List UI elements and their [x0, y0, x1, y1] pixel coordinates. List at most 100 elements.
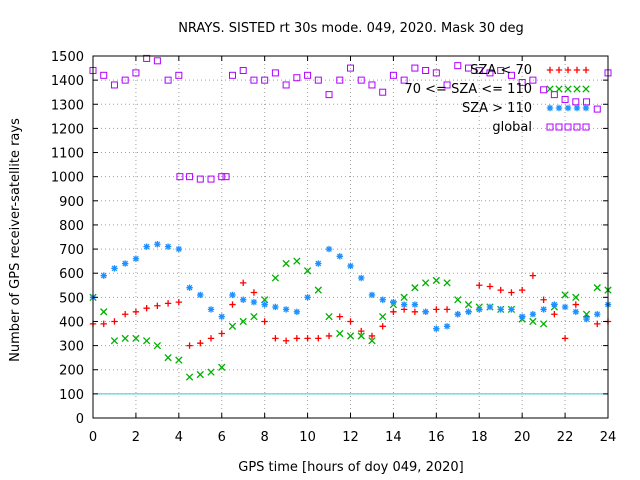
data-point-70-sza-110	[411, 284, 419, 292]
legend-marker-sza-70	[555, 66, 563, 74]
data-point-70-sza-110	[293, 257, 301, 265]
legend-marker-sza-70	[582, 66, 590, 74]
data-point-global	[100, 71, 108, 79]
data-point-sza-70	[293, 335, 301, 342]
data-point-sza-110	[325, 245, 333, 253]
data-point-global	[550, 91, 558, 99]
data-point-global	[222, 173, 230, 181]
data-point-global	[497, 66, 505, 74]
data-point-global	[465, 64, 473, 72]
legend-marker-sza-110	[555, 104, 563, 112]
legend-marker-sza-110	[546, 104, 554, 112]
legend-marker-sza-70	[573, 66, 581, 74]
data-point-sza-110	[465, 308, 472, 316]
x-tick-label: 20	[514, 430, 531, 445]
data-point-sza-110	[336, 253, 343, 260]
data-point-global	[110, 81, 118, 89]
data-point-sza-110	[261, 301, 268, 308]
data-point-sza-110	[379, 296, 386, 303]
data-point-global	[432, 69, 440, 77]
data-point-global	[400, 76, 408, 84]
x-tick-label: 6	[218, 430, 226, 445]
data-point-sza-70	[594, 320, 601, 328]
data-point-70-sza-110	[196, 370, 204, 379]
data-point-sza-110	[476, 306, 483, 313]
data-point-global	[379, 88, 387, 96]
data-point-sza-70	[518, 286, 526, 294]
legend-label-70-sza-110: 70 <= SZA <= 110	[404, 82, 532, 97]
data-point-sza-110	[390, 298, 397, 306]
data-point-sza-110	[422, 308, 429, 316]
data-point-global	[207, 175, 215, 183]
data-point-70-sza-110	[175, 356, 183, 364]
data-point-70-sza-110	[261, 296, 269, 304]
data-point-sza-110	[594, 311, 601, 318]
data-point-sza-110	[164, 243, 172, 250]
y-tick-label: 800	[59, 219, 84, 234]
axis-ticks: 0100200300400500600700800900100011001200…	[51, 50, 616, 445]
data-point-sza-70	[411, 308, 419, 316]
grid-lines	[93, 56, 608, 418]
data-point-sza-110	[132, 255, 140, 262]
data-point-global	[314, 76, 322, 84]
y-tick-label: 400	[59, 315, 84, 330]
data-point-global	[261, 76, 269, 84]
x-axis-label: GPS time [hours of doy 049, 2020]	[238, 460, 463, 475]
data-point-global	[250, 76, 258, 84]
legend-label-global: global	[492, 120, 532, 135]
data-point-70-sza-110	[239, 317, 247, 326]
x-tick-label: 12	[342, 430, 359, 445]
data-point-70-sza-110	[464, 300, 473, 309]
data-point-sza-70	[197, 339, 204, 347]
data-point-70-sza-110	[185, 373, 194, 381]
x-tick-label: 18	[471, 430, 488, 445]
y-tick-label: 1200	[51, 122, 84, 137]
data-point-sza-110	[293, 308, 301, 316]
data-point-70-sza-110	[250, 312, 258, 321]
data-point-global	[411, 64, 419, 72]
data-point-sza-70	[218, 330, 225, 337]
series-70-sza-110	[89, 257, 612, 381]
data-point-global	[325, 91, 333, 99]
data-point-sza-110	[282, 306, 290, 313]
data-point-sza-70	[121, 311, 129, 318]
data-point-sza-110	[315, 260, 322, 267]
data-point-70-sza-110	[218, 363, 226, 371]
data-point-70-sza-110	[582, 310, 591, 318]
data-point-sza-70	[379, 323, 386, 330]
x-tick-label: 14	[385, 430, 402, 445]
series-layer	[89, 54, 612, 381]
data-point-70-sza-110	[228, 322, 237, 330]
y-axis-label: Number of GPS receiver-satellite rays	[8, 118, 23, 362]
data-point-70-sza-110	[539, 320, 548, 328]
series-global	[89, 54, 612, 183]
data-point-70-sza-110	[561, 291, 569, 299]
data-point-global	[347, 64, 354, 72]
legend-marker-70-sza-110	[573, 85, 581, 93]
y-tick-label: 900	[59, 195, 84, 210]
data-point-global	[175, 71, 183, 79]
data-point-sza-110	[218, 313, 225, 320]
data-point-sza-110	[518, 313, 526, 320]
data-point-sza-70	[154, 302, 161, 309]
data-point-sza-110	[486, 303, 494, 311]
data-point-sza-70	[497, 286, 504, 294]
data-point-global	[422, 66, 430, 74]
data-point-sza-70	[325, 332, 333, 340]
series-sza-70	[89, 272, 612, 349]
data-point-global	[389, 71, 397, 79]
data-point-70-sza-110	[142, 337, 151, 345]
data-point-sza-110	[100, 272, 107, 279]
data-point-global	[186, 173, 194, 181]
data-point-70-sza-110	[164, 354, 172, 362]
legend-label-sza-70: SZA < 70	[470, 63, 532, 78]
data-point-sza-110	[186, 284, 193, 291]
data-point-global	[593, 105, 601, 113]
data-point-sza-110	[368, 291, 376, 299]
data-point-global	[443, 81, 451, 89]
data-point-sza-70	[164, 300, 172, 307]
legend-marker-global	[555, 123, 563, 131]
data-point-70-sza-110	[454, 296, 462, 304]
data-point-sza-110	[358, 274, 365, 282]
data-point-70-sza-110	[207, 368, 215, 376]
